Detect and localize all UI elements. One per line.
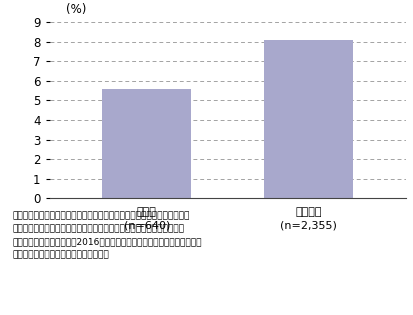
Bar bbox=[263, 40, 352, 198]
Bar bbox=[102, 89, 191, 198]
Text: (%): (%) bbox=[66, 3, 86, 16]
Text: 備考：日本国内から海外への販売においてｅコマースを使用したことがあ
　　と回答した企業数の割合。母数は本調査の回答企業総数。全産業。
資料：日本貿易振興機構「2: 備考：日本国内から海外への販売においてｅコマースを使用したことがあ と回答した企… bbox=[12, 211, 202, 260]
